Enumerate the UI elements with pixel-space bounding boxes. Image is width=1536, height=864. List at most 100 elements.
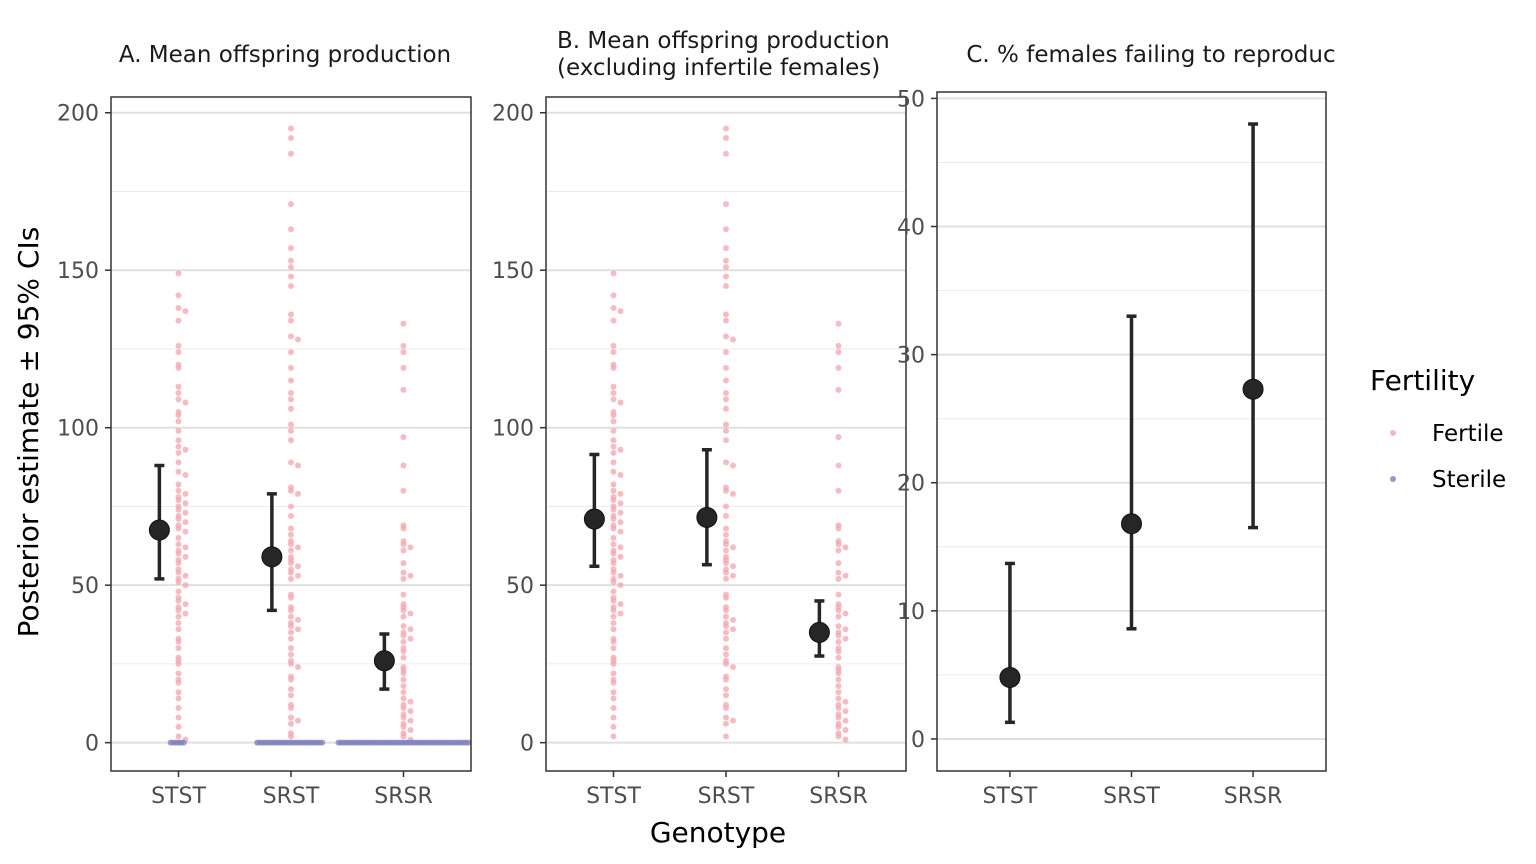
data-point bbox=[610, 660, 617, 667]
data-point bbox=[617, 490, 624, 497]
data-point bbox=[730, 563, 736, 570]
data-point bbox=[288, 525, 294, 532]
data-point bbox=[400, 462, 407, 469]
data-point bbox=[288, 651, 294, 658]
data-point bbox=[610, 626, 617, 633]
y-tick-label: 0 bbox=[911, 728, 925, 753]
data-point bbox=[835, 364, 842, 371]
data-point bbox=[175, 733, 182, 740]
data-point bbox=[723, 512, 729, 519]
data-point bbox=[610, 516, 617, 523]
data-point bbox=[723, 629, 729, 636]
data-point bbox=[617, 308, 624, 315]
data-point bbox=[835, 462, 842, 469]
data-point bbox=[175, 418, 182, 425]
data-point bbox=[175, 292, 182, 299]
data-point bbox=[723, 226, 729, 233]
data-point bbox=[835, 525, 842, 532]
data-point bbox=[288, 733, 294, 740]
data-point bbox=[610, 506, 617, 513]
data-point bbox=[730, 717, 736, 724]
data-point bbox=[723, 333, 729, 340]
x-tick-label: SRSR bbox=[374, 784, 433, 809]
data-point bbox=[835, 386, 842, 393]
data-point bbox=[288, 311, 294, 318]
data-point bbox=[835, 670, 842, 677]
data-point bbox=[610, 449, 617, 456]
data-point bbox=[400, 733, 407, 740]
data-point bbox=[182, 610, 189, 617]
data-point bbox=[175, 396, 182, 403]
data-point bbox=[175, 443, 182, 450]
data-point bbox=[723, 635, 729, 642]
data-point bbox=[400, 632, 407, 639]
data-point bbox=[295, 626, 301, 633]
y-tick-label: 50 bbox=[506, 574, 534, 599]
data-point bbox=[723, 692, 729, 699]
data-point bbox=[400, 434, 407, 441]
data-point bbox=[175, 613, 182, 620]
data-point bbox=[842, 572, 849, 579]
data-point bbox=[723, 150, 729, 157]
data-point bbox=[617, 553, 624, 560]
data-point bbox=[842, 736, 849, 743]
data-point bbox=[730, 626, 736, 633]
data-point bbox=[407, 626, 414, 633]
data-point bbox=[288, 437, 294, 444]
data-point bbox=[175, 588, 182, 595]
data-point bbox=[288, 257, 294, 264]
data-point bbox=[610, 550, 617, 557]
data-point bbox=[723, 569, 729, 576]
data-point bbox=[610, 390, 617, 397]
y-tick-label: 100 bbox=[57, 417, 99, 442]
data-point bbox=[723, 134, 729, 141]
data-point bbox=[407, 708, 414, 715]
data-point bbox=[835, 638, 842, 645]
data-point bbox=[610, 689, 617, 696]
data-point bbox=[723, 714, 729, 721]
data-point bbox=[610, 481, 617, 488]
data-point bbox=[835, 654, 842, 661]
data-point bbox=[400, 638, 407, 645]
data-point bbox=[400, 689, 407, 696]
y-tick-label: 0 bbox=[520, 732, 534, 757]
estimate-srst bbox=[696, 447, 718, 567]
data-point bbox=[610, 396, 617, 403]
data-point bbox=[835, 591, 842, 598]
y-tick-label: 40 bbox=[897, 216, 925, 241]
data-point bbox=[182, 544, 189, 551]
legend-label-sterile: Sterile bbox=[1432, 467, 1506, 493]
data-point bbox=[400, 320, 407, 327]
mean-estimate-point bbox=[373, 650, 395, 672]
data-point bbox=[610, 342, 617, 349]
data-point bbox=[617, 399, 624, 406]
data-point bbox=[175, 383, 182, 390]
data-point bbox=[288, 720, 294, 727]
data-point bbox=[723, 541, 729, 548]
data-point bbox=[723, 364, 729, 371]
data-point bbox=[182, 582, 189, 589]
data-point bbox=[610, 638, 617, 645]
data-point bbox=[610, 645, 617, 652]
data-point bbox=[835, 714, 842, 721]
x-tick-label: STST bbox=[586, 784, 641, 809]
data-point bbox=[319, 739, 326, 746]
data-point bbox=[175, 349, 182, 356]
data-point bbox=[723, 594, 729, 601]
y-tick-label: 50 bbox=[897, 87, 925, 112]
data-point bbox=[835, 342, 842, 349]
data-point bbox=[175, 427, 182, 434]
panel-border bbox=[936, 91, 1327, 772]
data-point bbox=[288, 541, 294, 548]
data-point bbox=[180, 739, 187, 746]
data-point bbox=[288, 264, 294, 271]
data-point bbox=[288, 150, 294, 157]
panel-a: 0 50 100 150 200 STST SRST SRSR A. Mean offsprin… bbox=[57, 42, 472, 809]
data-point bbox=[610, 607, 617, 614]
x-tick-label: SRST bbox=[1103, 784, 1160, 809]
data-point bbox=[288, 427, 294, 434]
data-point bbox=[175, 550, 182, 557]
data-point bbox=[182, 509, 189, 516]
